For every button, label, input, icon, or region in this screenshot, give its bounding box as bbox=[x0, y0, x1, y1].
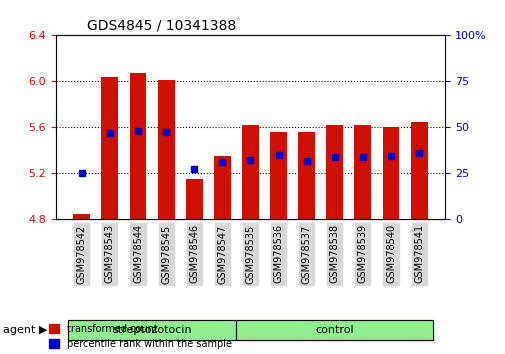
Bar bbox=[297, 132, 315, 219]
Text: control: control bbox=[315, 325, 354, 335]
Bar bbox=[185, 179, 203, 219]
Bar bbox=[354, 125, 371, 219]
Bar bbox=[326, 125, 342, 219]
Bar bbox=[129, 73, 146, 219]
Bar bbox=[410, 122, 427, 219]
Bar bbox=[158, 80, 174, 219]
Legend: transformed count, percentile rank within the sample: transformed count, percentile rank withi… bbox=[45, 320, 235, 353]
Bar bbox=[382, 127, 398, 219]
Text: agent ▶: agent ▶ bbox=[3, 325, 47, 335]
Bar bbox=[214, 156, 230, 219]
Bar bbox=[102, 77, 118, 219]
Bar bbox=[73, 214, 90, 219]
Text: streptozotocin: streptozotocin bbox=[112, 325, 191, 335]
Bar bbox=[241, 125, 259, 219]
Text: GDS4845 / 10341388: GDS4845 / 10341388 bbox=[87, 19, 236, 33]
Bar bbox=[270, 132, 286, 219]
